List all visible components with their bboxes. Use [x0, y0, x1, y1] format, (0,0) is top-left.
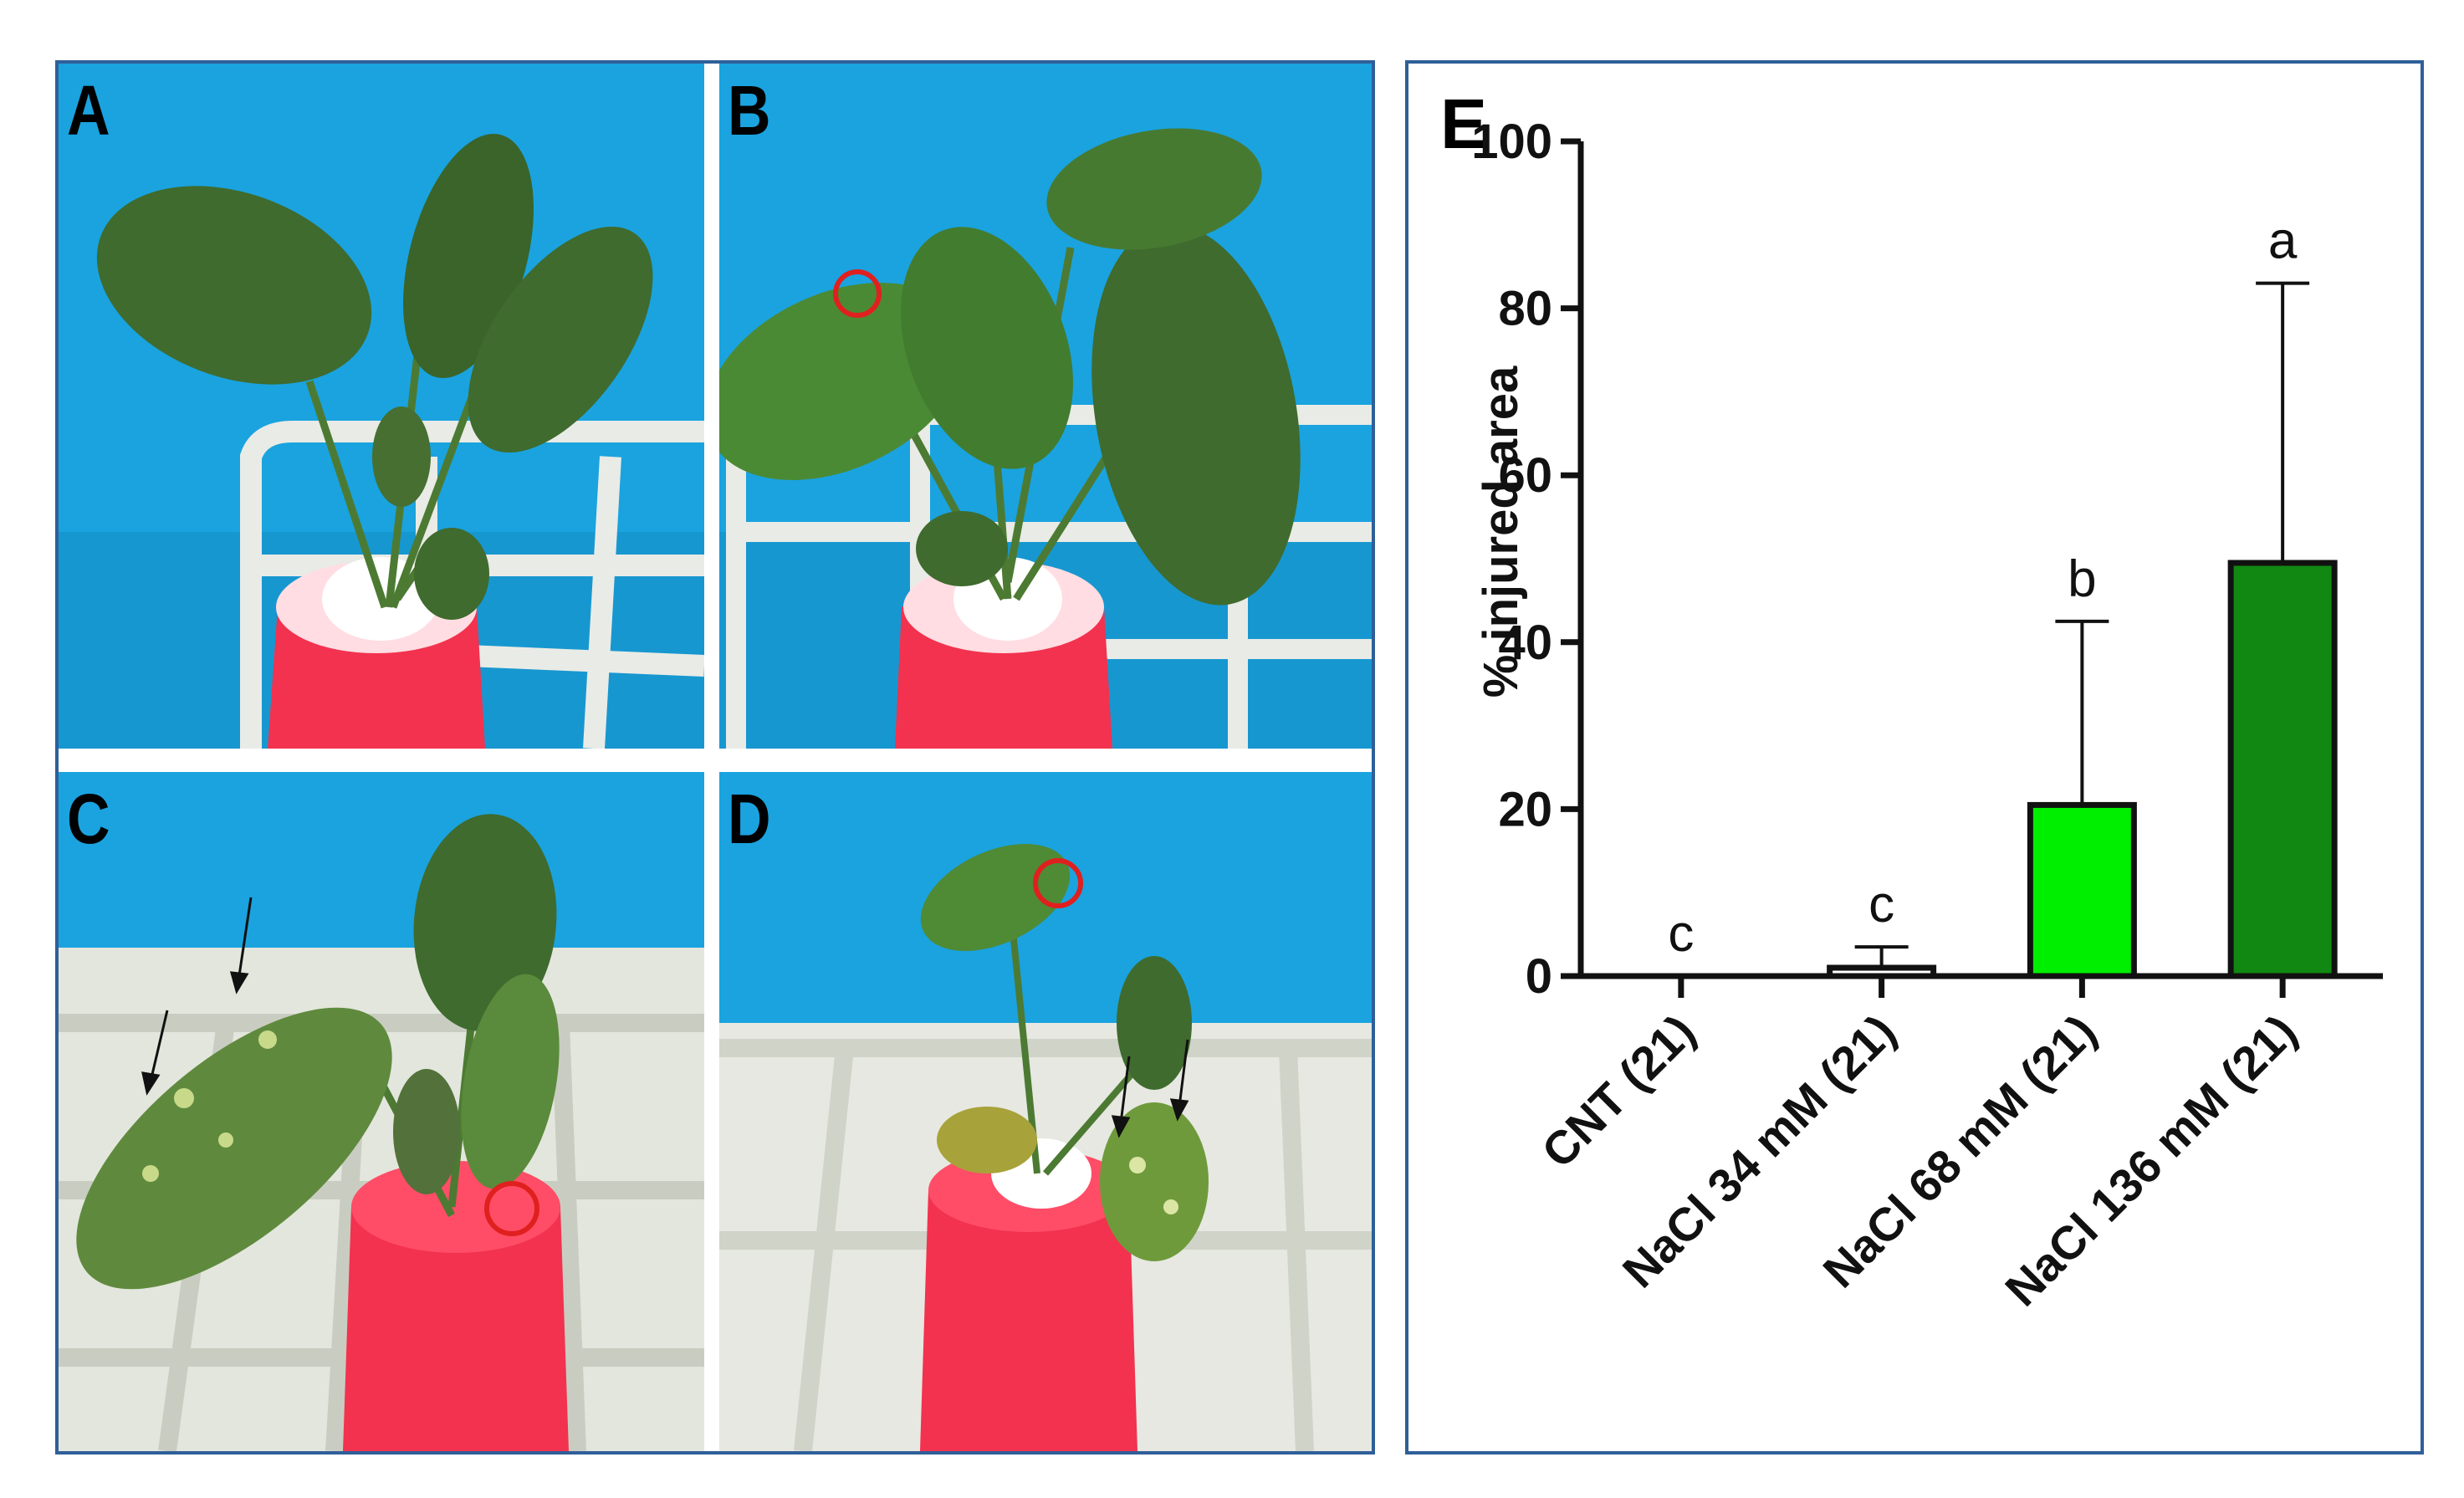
bar [2027, 801, 2137, 979]
y-tick-label: 20 [1498, 782, 1552, 836]
plant-photo-a [59, 64, 704, 749]
y-tick-label: 100 [1471, 115, 1552, 169]
plant-photo-b [719, 64, 1372, 749]
significance-letter: c [1668, 905, 1694, 963]
y-axis-title: % injured area [1474, 366, 1528, 698]
panel-label-a: A [67, 71, 110, 150]
y-tick-label: 60 [1498, 448, 1552, 503]
photo-panels-frame: A [55, 60, 1375, 1455]
panel-label-b: B [728, 71, 771, 150]
x-tick-label: CNT (21) [1531, 1005, 1705, 1178]
y-axis: 0 20 40 60 80 100 [1471, 115, 1584, 1004]
bars: c c b a [1668, 212, 2338, 979]
significance-letter: c [1868, 876, 1894, 933]
photo-panel-a: A [59, 64, 704, 749]
panel-label-e: E [1440, 84, 1488, 163]
significance-letter: b [2068, 550, 2096, 608]
photo-panel-b: B [719, 64, 1372, 749]
panel-label-c: C [67, 780, 110, 858]
chart-panel-e: E 0 20 40 60 80 100 c c b a CNT (21) NaCl 34 mM (… [1405, 60, 2424, 1455]
plant-photo-d [719, 772, 1372, 1451]
photo-panel-c: C [59, 772, 704, 1451]
x-axis: CNT (21)NaCl 34 mM (21)NaCl 68 mM (21)Na… [1531, 973, 2383, 1316]
photo-panel-d: D [719, 772, 1372, 1451]
y-tick-label: 80 [1498, 282, 1552, 336]
panel-label-d: D [728, 780, 771, 858]
bar [2227, 560, 2338, 979]
significance-letter: a [2268, 212, 2298, 270]
plant-photo-c [59, 772, 704, 1451]
bar-chart: 0 20 40 60 80 100 c c b a CNT (21)NaCl 34 mM (21… [1471, 115, 2383, 1316]
y-tick-label: 40 [1498, 616, 1552, 670]
y-tick-label: 0 [1526, 949, 1552, 1004]
